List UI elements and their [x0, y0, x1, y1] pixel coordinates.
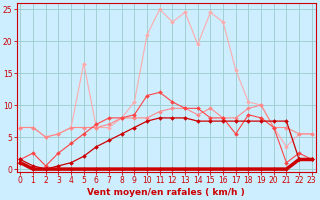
X-axis label: Vent moyen/en rafales ( km/h ): Vent moyen/en rafales ( km/h )	[87, 188, 245, 197]
